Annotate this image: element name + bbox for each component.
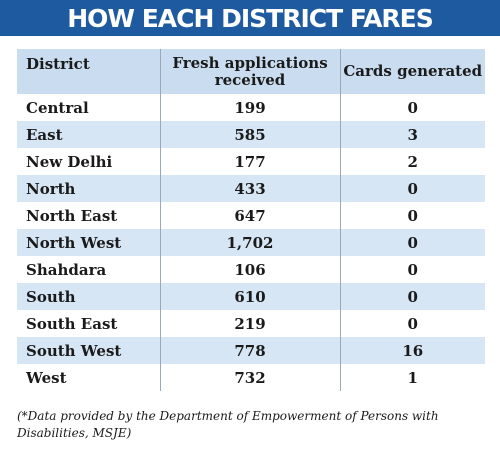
cell-cards: 0: [339, 283, 485, 310]
table-row: North 433 0: [17, 175, 485, 202]
column-header-cards: Cards generated: [339, 49, 485, 94]
cell-applications: 585: [159, 121, 340, 148]
cell-applications: 219: [159, 310, 340, 337]
cell-district: South West: [26, 341, 122, 360]
cell-district: West: [26, 368, 67, 387]
cell-district: Central: [26, 98, 89, 117]
cell-applications: 610: [159, 283, 340, 310]
cell-applications: 199: [159, 94, 340, 121]
cell-district: North: [26, 179, 76, 198]
table-row: New Delhi 177 2: [17, 148, 485, 175]
cell-district: North East: [26, 206, 118, 225]
cell-district: South East: [26, 314, 118, 333]
table-header-row: District Fresh applications received Car…: [17, 49, 485, 94]
table-row: South West 778 16: [17, 337, 485, 364]
table-row: East 585 3: [17, 121, 485, 148]
column-header-applications: Fresh applications received: [159, 49, 340, 94]
table-row: West 732 1: [17, 364, 485, 391]
table-row: South 610 0: [17, 283, 485, 310]
cell-applications: 106: [159, 256, 340, 283]
district-table-container: District Fresh applications received Car…: [17, 49, 485, 391]
cell-cards: 0: [339, 256, 485, 283]
cell-district: New Delhi: [26, 152, 113, 171]
cell-district: Shahdara: [26, 260, 107, 279]
cell-cards: 0: [339, 175, 485, 202]
table-row: Central 199 0: [17, 94, 485, 121]
cell-cards: 16: [339, 337, 485, 364]
cell-applications: 1,702: [159, 229, 340, 256]
cell-applications: 647: [159, 202, 340, 229]
table-row: Shahdara 106 0: [17, 256, 485, 283]
district-table: District Fresh applications received Car…: [17, 49, 485, 391]
table-row: North West 1,702 0: [17, 229, 485, 256]
cell-cards: 0: [339, 229, 485, 256]
cell-applications: 177: [159, 148, 340, 175]
cell-district: South: [26, 287, 76, 306]
chart-title: HOW EACH DISTRICT FARES: [0, 0, 500, 36]
table-row: South East 219 0: [17, 310, 485, 337]
cell-cards: 2: [339, 148, 485, 175]
cell-applications: 732: [159, 364, 340, 391]
cell-district: East: [26, 125, 63, 144]
table-row: North East 647 0: [17, 202, 485, 229]
column-header-district: District: [26, 55, 90, 73]
cell-cards: 0: [339, 94, 485, 121]
cell-applications: 778: [159, 337, 340, 364]
source-note: (*Data provided by the Department of Emp…: [17, 409, 439, 440]
cell-applications: 433: [159, 175, 340, 202]
cell-district: North West: [26, 233, 122, 252]
cell-cards: 1: [339, 364, 485, 391]
cell-cards: 3: [339, 121, 485, 148]
cell-cards: 0: [339, 202, 485, 229]
cell-cards: 0: [339, 310, 485, 337]
table-body: Central 199 0 East 585 3 New Delhi 177 2 North 433…: [17, 94, 485, 391]
